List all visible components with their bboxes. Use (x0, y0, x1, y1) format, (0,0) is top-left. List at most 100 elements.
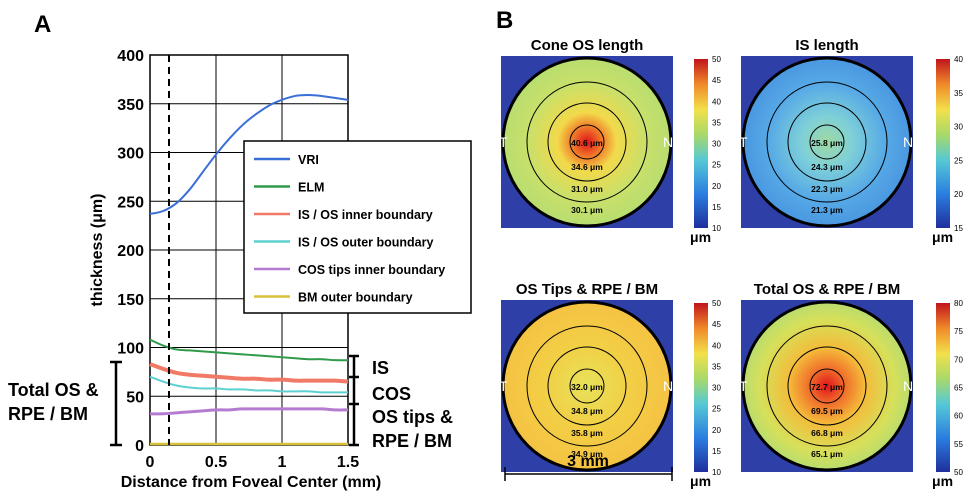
ring-value: 25.8 μm (811, 138, 843, 148)
series-line-2 (149, 362, 349, 384)
map-title: IS length (795, 37, 858, 54)
colorbar (936, 303, 950, 472)
colorbar (936, 59, 950, 228)
x-axis-label: Distance from Foveal Center (mm) (121, 474, 382, 491)
nasal-label: N (903, 378, 913, 394)
scale-bar (504, 467, 673, 481)
series-line-4 (149, 407, 349, 416)
map-ring (569, 124, 605, 160)
x-tick-label: 0 (146, 454, 155, 471)
y-tick-label: 200 (117, 243, 144, 260)
colorbar-tick: 30 (712, 384, 721, 393)
colorbar-tick: 50 (712, 55, 721, 64)
panel-b-letter: B (496, 7, 513, 34)
y-tick-label: 150 (117, 292, 144, 309)
colorbar-tick: 45 (712, 320, 721, 329)
legend-label: COS tips inner boundary (298, 263, 445, 277)
ring-value: 69.5 μm (811, 406, 843, 416)
colorbar-tick: 40 (712, 341, 721, 350)
y-tick-label: 100 (117, 341, 144, 358)
series-line-0 (149, 93, 349, 215)
map-disc (741, 56, 913, 228)
colorbar-tick: 20 (712, 426, 721, 435)
colorbar-tick: 15 (712, 447, 721, 456)
colorbar-tick: 60 (954, 412, 963, 421)
thickness-maps: Cone OS length T N 40.6 μm 34.6 μm 31.0 μm 30.… (499, 37, 963, 489)
map-ring (766, 325, 888, 447)
total-label-2: RPE / BM (8, 404, 88, 424)
legend-label: BM outer boundary (298, 291, 413, 305)
y-tick-label: 0 (135, 438, 144, 455)
colorbar-tick: 10 (712, 224, 721, 233)
ring-value: 35.8 μm (571, 428, 603, 438)
ring-value: 34.8 μm (571, 406, 603, 416)
map-ring (787, 102, 867, 182)
os-tips-label-1: OS tips & (372, 407, 453, 427)
legend-label: IS / OS outer boundary (298, 236, 433, 250)
x-tick-label: 1 (278, 454, 287, 471)
map-ring (766, 81, 888, 203)
colorbar-unit: μm (932, 229, 953, 245)
ring-value: 24.3 μm (811, 162, 843, 172)
map-ring (547, 346, 627, 426)
colorbar-tick: 45 (712, 76, 721, 85)
ring-value: 22.3 μm (811, 184, 843, 194)
colorbar-tick: 30 (712, 140, 721, 149)
temporal-label: T (739, 378, 748, 394)
colorbar-tick: 35 (712, 118, 721, 127)
panel-a-letter: A (34, 11, 51, 38)
map-ring (809, 124, 845, 160)
x-tick-label: 1.5 (337, 454, 359, 471)
nasal-label: N (663, 378, 673, 394)
x-tick-label: 0.5 (205, 454, 227, 471)
map-0: Cone OS length T N 40.6 μm 34.6 μm 31.0 μm 30.… (499, 37, 721, 245)
ring-value: 21.3 μm (811, 205, 843, 215)
ring-value: 72.7 μm (811, 382, 843, 392)
y-axis-label: thickness (μm) (89, 194, 106, 307)
colorbar-tick: 30 (954, 123, 963, 132)
map-1: IS length T N 25.8 μm 24.3 μm 22.3 μm 21.3 μm 4… (739, 37, 963, 245)
colorbar-tick: 15 (954, 224, 963, 233)
map-ring (809, 368, 845, 404)
colorbar-tick: 75 (954, 327, 963, 336)
colorbar-unit: μm (932, 473, 953, 489)
map-ring (526, 81, 648, 203)
nasal-label: N (903, 134, 913, 150)
y-tick-label: 350 (117, 97, 144, 114)
total-label-1: Total OS & (8, 380, 99, 400)
cos-label: COS (372, 384, 411, 404)
series-line-3 (149, 375, 348, 394)
map-3: Total OS & RPE / BM T N 72.7 μm 69.5 μm 66.8 … (739, 281, 963, 489)
temporal-label: T (739, 134, 748, 150)
colorbar-tick: 35 (954, 89, 963, 98)
temporal-label: T (499, 378, 508, 394)
map-ring (547, 102, 627, 182)
ring-value: 40.6 μm (571, 138, 603, 148)
colorbar-tick: 65 (954, 384, 963, 393)
map-2: OS Tips & RPE / BM T N 32.0 μm 34.8 μm 35.8 μ… (499, 281, 721, 489)
brackets (110, 354, 359, 447)
colorbar-tick: 55 (954, 440, 963, 449)
ring-value: 65.1 μm (811, 449, 843, 459)
colorbar-tick: 40 (712, 97, 721, 106)
legend: VRI ELM IS / OS inner boundary IS / OS oute… (243, 140, 472, 314)
y-tick-label: 250 (117, 194, 144, 211)
map-disc (501, 56, 673, 228)
ring-value: 34.6 μm (571, 162, 603, 172)
colorbar-tick: 25 (712, 405, 721, 414)
y-tick-label: 50 (126, 389, 144, 406)
ring-value: 32.0 μm (571, 382, 603, 392)
colorbar-unit: μm (690, 229, 711, 245)
legend-label: IS / OS inner boundary (298, 208, 433, 222)
colorbar-tick: 20 (712, 182, 721, 191)
is-label: IS (372, 358, 389, 378)
legend-label: VRI (298, 153, 319, 167)
map-title: Cone OS length (531, 37, 644, 54)
colorbar (694, 59, 708, 228)
scale-bar-label: 3 mm (567, 453, 609, 470)
colorbar-tick: 25 (954, 156, 963, 165)
map-ring (569, 368, 605, 404)
colorbar-tick: 40 (954, 55, 963, 64)
map-disc (741, 300, 913, 472)
